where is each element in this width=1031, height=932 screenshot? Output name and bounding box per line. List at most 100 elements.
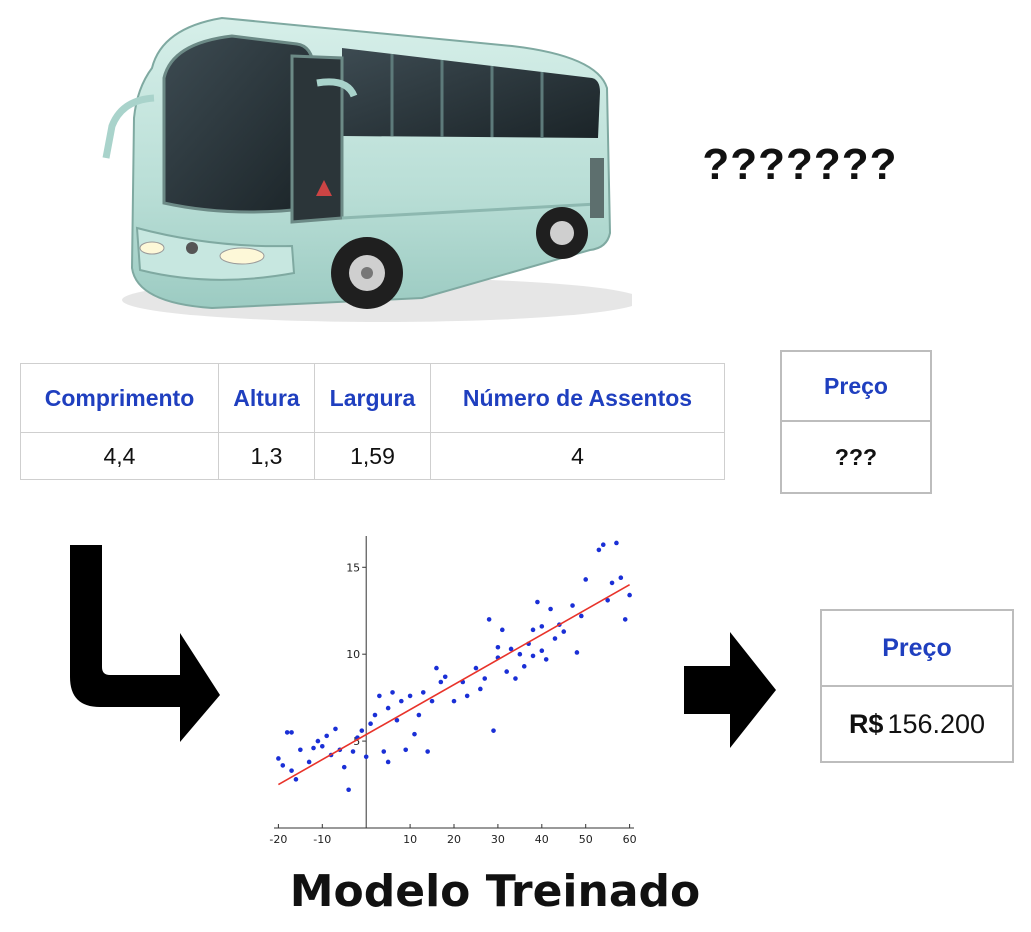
data-point — [407, 693, 413, 699]
data-point — [416, 712, 422, 718]
data-point — [390, 690, 395, 695]
data-point — [298, 747, 303, 753]
features-table: Comprimento Altura Largura Número de Ass… — [20, 363, 725, 480]
data-point — [293, 777, 299, 782]
data-point — [284, 730, 290, 735]
y-tick-label: 10 — [346, 648, 360, 661]
data-point — [403, 747, 409, 753]
price-value-unknown: ??? — [834, 443, 878, 470]
data-point — [499, 627, 505, 633]
x-tick-label: 30 — [491, 833, 505, 846]
data-point — [385, 705, 391, 711]
data-point — [438, 679, 444, 685]
data-point — [319, 744, 325, 749]
price-box-result: Preço R$ 156.200 — [820, 609, 1014, 763]
data-point — [504, 669, 509, 674]
data-point — [425, 749, 430, 754]
x-tick-label: -20 — [269, 833, 287, 846]
data-point — [600, 542, 606, 547]
data-point — [486, 617, 492, 622]
fit-line — [277, 583, 631, 786]
data-point — [491, 728, 496, 733]
data-point — [420, 690, 426, 695]
data-point — [451, 698, 457, 704]
data-point — [372, 712, 378, 718]
data-point — [539, 648, 545, 654]
data-point — [605, 598, 610, 603]
plot-points — [276, 540, 632, 793]
data-point — [324, 733, 329, 739]
y-tick-label: 5 — [353, 735, 360, 748]
value-numero-de-assentos: 4 — [430, 432, 725, 480]
data-point — [596, 547, 602, 553]
data-point — [464, 693, 470, 699]
plot-axes — [274, 536, 634, 829]
data-point — [429, 698, 435, 704]
data-point — [442, 674, 448, 680]
data-point — [614, 540, 619, 546]
data-point — [350, 749, 356, 754]
price-box-unknown: Preço ??? — [780, 350, 932, 494]
x-tick-label: 40 — [535, 833, 549, 846]
bend-arrow-icon — [70, 545, 220, 742]
data-point — [359, 728, 365, 733]
data-point — [394, 717, 400, 723]
data-point — [306, 759, 312, 765]
data-point — [570, 603, 575, 608]
header-comprimento: Comprimento — [20, 363, 219, 433]
data-point — [289, 730, 294, 735]
right-arrow-icon — [684, 632, 776, 748]
scatter-plot: -20 -10 10 20 30 40 50 60 5 10 15 — [269, 536, 637, 846]
value-comprimento: 4,4 — [20, 432, 219, 480]
bus-image — [102, 16, 632, 322]
data-point — [289, 768, 294, 773]
trained-model-caption: Modelo Treinado — [289, 866, 701, 917]
data-point — [346, 787, 351, 793]
header-largura: Largura — [314, 363, 431, 433]
data-point — [385, 759, 391, 765]
data-point — [618, 575, 624, 581]
data-point — [561, 629, 567, 634]
data-point — [552, 636, 558, 641]
regression-line — [277, 583, 631, 786]
price-header-result: Preço — [822, 611, 1012, 687]
data-point — [368, 721, 373, 727]
data-point — [381, 749, 387, 754]
unknown-bus-label: ??????? — [702, 140, 898, 189]
data-point — [548, 606, 553, 612]
x-tick-label: 60 — [623, 833, 637, 846]
data-point — [622, 617, 628, 622]
x-tick-label: 10 — [403, 833, 417, 846]
data-point — [495, 644, 501, 650]
data-point — [363, 754, 369, 760]
data-point — [280, 763, 286, 768]
data-point — [315, 738, 321, 744]
data-point — [377, 693, 382, 699]
data-point — [535, 599, 540, 605]
value-altura: 1,3 — [218, 432, 315, 480]
data-point — [539, 624, 545, 629]
data-point — [473, 665, 479, 671]
data-point — [579, 613, 584, 619]
price-amount: 156.200 — [887, 708, 986, 739]
data-point — [521, 664, 527, 669]
data-point — [311, 745, 316, 751]
data-point — [609, 580, 615, 586]
data-point — [543, 657, 549, 662]
data-point — [583, 577, 589, 582]
header-numero-de-assentos: Número de Assentos — [430, 363, 725, 433]
data-point — [478, 686, 483, 692]
data-point — [341, 764, 347, 770]
data-point — [399, 698, 404, 704]
currency-symbol: R$ — [848, 708, 884, 739]
data-point — [517, 651, 523, 657]
x-tick-label: 50 — [579, 833, 593, 846]
value-largura: 1,59 — [314, 432, 431, 480]
data-point — [333, 726, 338, 732]
data-point — [574, 650, 580, 655]
data-point — [276, 756, 281, 761]
data-point — [530, 627, 536, 633]
data-point — [434, 665, 439, 671]
data-point — [627, 592, 632, 598]
price-header: Preço — [782, 352, 930, 422]
